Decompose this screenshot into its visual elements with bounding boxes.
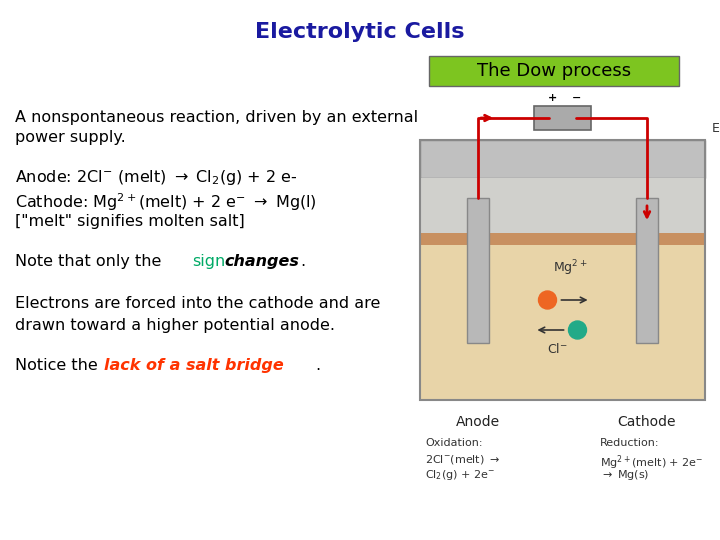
Text: +: + (548, 93, 557, 103)
Text: Cathode: Mg$^{2+}$(melt) + 2 e$^{-}$ $\rightarrow$ Mg(l): Cathode: Mg$^{2+}$(melt) + 2 e$^{-}$ $\r… (15, 191, 317, 213)
Circle shape (539, 291, 557, 309)
Text: $\rightarrow$ Mg(s): $\rightarrow$ Mg(s) (600, 468, 649, 482)
Text: Electrons are forced into the cathode and are: Electrons are forced into the cathode an… (15, 296, 380, 311)
Text: .: . (315, 358, 320, 373)
Text: Cl$^{-}$: Cl$^{-}$ (547, 342, 568, 356)
FancyBboxPatch shape (420, 140, 705, 178)
Text: Anode: 2Cl$^{-}$ (melt) $\rightarrow$ Cl$_2$(g) + 2 e-: Anode: 2Cl$^{-}$ (melt) $\rightarrow$ Cl… (15, 168, 297, 187)
Text: Mg$^{2+}$: Mg$^{2+}$ (553, 259, 588, 278)
Text: Oxidation:: Oxidation: (425, 438, 482, 448)
Text: Note that only the: Note that only the (15, 254, 166, 269)
Text: Cathode: Cathode (618, 415, 676, 429)
Text: The Dow process: The Dow process (477, 62, 631, 80)
Text: lack of a salt bridge: lack of a salt bridge (104, 358, 284, 373)
Text: Electrons: Electrons (712, 122, 720, 134)
Text: Electrolytic Cells: Electrolytic Cells (256, 22, 464, 42)
Text: ["melt" signifies molten salt]: ["melt" signifies molten salt] (15, 214, 245, 229)
FancyBboxPatch shape (534, 106, 591, 130)
FancyBboxPatch shape (420, 233, 705, 245)
Text: Reduction:: Reduction: (600, 438, 660, 448)
FancyBboxPatch shape (420, 245, 705, 400)
Text: A nonspontaneous reaction, driven by an external: A nonspontaneous reaction, driven by an … (15, 110, 418, 125)
Text: changes: changes (224, 254, 299, 269)
FancyBboxPatch shape (467, 198, 489, 343)
Text: drawn toward a higher potential anode.: drawn toward a higher potential anode. (15, 318, 335, 333)
Text: Mg$^{2+}$(melt) + 2e$^{-}$: Mg$^{2+}$(melt) + 2e$^{-}$ (600, 453, 703, 471)
FancyBboxPatch shape (636, 198, 658, 343)
FancyBboxPatch shape (420, 178, 705, 233)
Text: −: − (572, 93, 581, 103)
Text: Notice the: Notice the (15, 358, 103, 373)
Text: Cl$_2$(g) + 2e$^{-}$: Cl$_2$(g) + 2e$^{-}$ (425, 468, 495, 482)
Text: power supply.: power supply. (15, 130, 126, 145)
Text: sign: sign (192, 254, 225, 269)
Text: Anode: Anode (456, 415, 500, 429)
FancyBboxPatch shape (429, 56, 679, 86)
Text: .: . (300, 254, 305, 269)
Text: 2Cl$^{-}$(melt) $\rightarrow$: 2Cl$^{-}$(melt) $\rightarrow$ (425, 453, 500, 466)
Circle shape (569, 321, 587, 339)
